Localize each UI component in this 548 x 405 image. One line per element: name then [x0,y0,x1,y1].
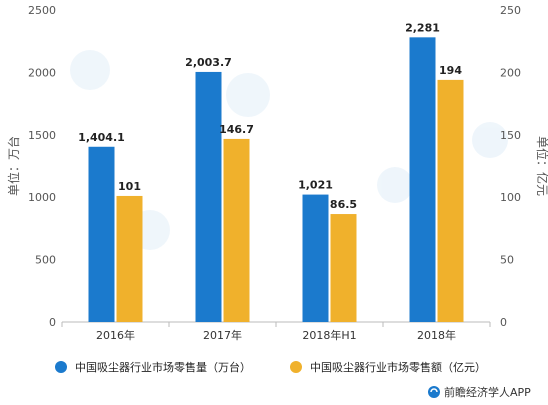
bar-volume [195,71,222,323]
left-tick-label: 0 [49,316,56,329]
right-tick-label: 250 [500,4,521,17]
left-tick-label: 1000 [28,191,56,204]
data-label-value: 101 [118,180,141,193]
bar-value [437,79,464,322]
bar-volume [409,37,436,322]
bars [88,37,464,323]
category-label: 2018年 [417,328,456,342]
left-tick-label: 2500 [28,4,56,17]
right-axis-title: 单位：亿元 [535,136,548,196]
data-label-value: 194 [439,64,462,77]
data-label-value: 86.5 [330,198,357,211]
bar-volume [88,146,115,322]
data-label-value: 146.7 [219,123,254,136]
right-tick-label: 150 [500,129,521,142]
left-axis-ticks: 0 500 1000 1500 2000 2500 [28,4,56,329]
brand-logo-icon [428,386,440,398]
left-tick-label: 1500 [28,129,56,142]
legend-marker-volume [55,361,67,373]
right-tick-label: 100 [500,191,521,204]
bar-value [116,195,143,322]
source-text: 前瞻经济学人APP [444,385,531,399]
right-tick-label: 200 [500,66,521,79]
right-tick-label: 50 [500,254,514,267]
x-axis-tick-marks [61,322,491,327]
bar-volume [302,194,329,322]
bar-value [223,138,250,322]
source-credit: 前瞻经济学人APP [428,385,531,399]
category-label: 2016年 [96,328,135,342]
left-axis-title: 单位：万台 [6,136,21,196]
data-label-volume: 1,404.1 [78,131,125,144]
legend-marker-value [290,361,302,373]
left-tick-label: 2000 [28,66,56,79]
bar-value [330,214,357,322]
data-labels: 1,404.1 101 2,003.7 146.7 1,021 86.5 2,281 194 [78,21,462,211]
data-label-volume: 1,021 [298,179,333,192]
data-label-volume: 2,003.7 [185,56,232,69]
right-axis-ticks: 0 50 100 150 200 250 [500,4,521,329]
left-tick-label: 500 [35,254,56,267]
legend-label-volume: 中国吸尘器行业市场零售量（万台） [75,360,251,374]
data-label-volume: 2,281 [405,21,440,34]
category-labels: 2016年 2017年 2018年H1 2018年 [96,328,456,342]
legend: 中国吸尘器行业市场零售量（万台） 中国吸尘器行业市场零售额（亿元） [55,360,486,374]
category-label: 2017年 [203,328,242,342]
right-tick-label: 0 [500,316,507,329]
legend-label-value: 中国吸尘器行业市场零售额（亿元） [310,360,486,374]
category-label: 2018年H1 [302,328,356,342]
